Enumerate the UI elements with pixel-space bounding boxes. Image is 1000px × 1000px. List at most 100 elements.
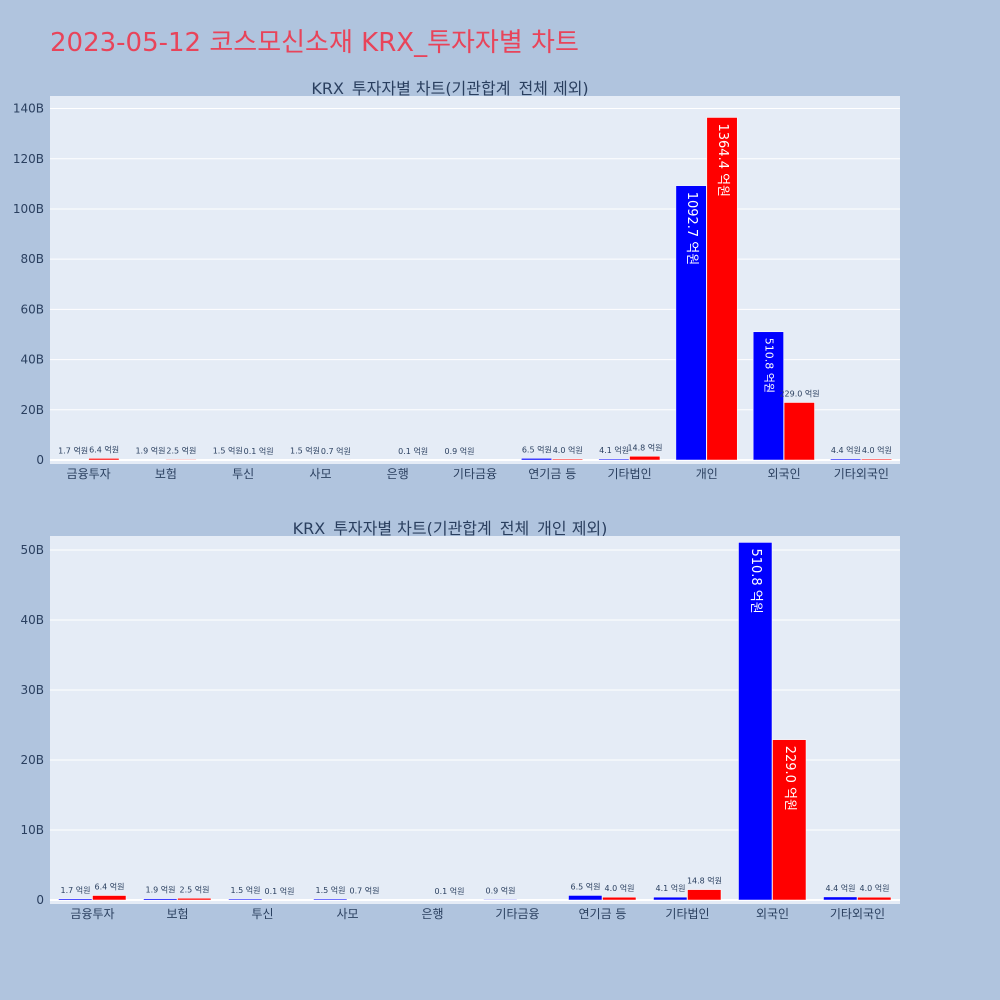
bar [675, 185, 707, 461]
bar [552, 458, 583, 461]
x-tick-label: 기타법인 [665, 907, 709, 921]
bar [738, 542, 773, 901]
bar [165, 459, 197, 461]
bar-data-label: 2.5 억원 [166, 445, 196, 455]
bar-data-label: 510.8 억원 [763, 338, 776, 393]
bar-data-label: 14.8 억원 [687, 876, 722, 886]
bar [752, 331, 784, 461]
bar [772, 739, 807, 901]
bar-data-label: 2.5 억원 [180, 884, 210, 894]
bar-data-label: 0.1 억원 [244, 446, 274, 456]
chart-title: KRX_투자자별 차트(기관합계_전체 제외) [311, 79, 588, 99]
x-tick-label: 사모 [309, 467, 331, 481]
bar [521, 458, 553, 461]
y-tick-label: 20B [20, 403, 44, 417]
bar-data-label: 0.7 억원 [350, 886, 380, 896]
bar-data-label: 0.9 억원 [445, 446, 475, 456]
bar-data-label: 1364.4 억원 [715, 123, 730, 197]
x-tick-label: 기타외국인 [834, 467, 889, 481]
x-tick-label: 연기금 등 [528, 467, 576, 481]
bar-data-label: 510.8 억원 [748, 548, 763, 613]
x-tick-label: 개인 [696, 467, 718, 481]
bar-data-label: 1092.7 억원 [684, 192, 699, 266]
bar [861, 458, 893, 461]
y-tick-label: 40B [20, 353, 44, 367]
bar [602, 896, 637, 901]
bar [228, 898, 263, 901]
top-bar-chart: KRX_투자자별 차트(기관합계_전체 제외) 0 20B 40B 60B 80B 100B… [13, 79, 900, 481]
x-tick-label: 외국인 [756, 907, 789, 921]
x-tick-label: 보험 [166, 907, 188, 921]
bar [92, 895, 127, 901]
y-tick-label: 10B [20, 823, 44, 837]
y-tick-label: 100B [13, 202, 44, 216]
bar-data-label: 1.9 억원 [146, 885, 176, 895]
bar-data-label: 229.0 억원 [782, 746, 797, 811]
x-tick-label: 기타외국인 [830, 907, 885, 921]
bar-data-label: 0.1 억원 [265, 886, 295, 896]
bar [598, 458, 630, 461]
bar-data-label: 1.5 억원 [213, 446, 243, 456]
bar-data-label: 6.4 억원 [89, 444, 119, 454]
bar [830, 458, 862, 461]
bar-data-label: 6.5 억원 [571, 881, 601, 891]
x-tick-label: 금융투자 [67, 467, 111, 481]
bar-data-label: 0.9 억원 [486, 885, 516, 895]
bar-data-label: 4.0 억원 [605, 883, 635, 893]
bar-data-label: 1.7 억원 [58, 446, 88, 456]
x-tick-label: 연기금 등 [579, 907, 627, 921]
x-tick-label: 은행 [387, 466, 409, 481]
bar-data-label: 1.5 억원 [290, 446, 320, 456]
bar-data-label: 4.0 억원 [862, 445, 892, 455]
bar-data-label: 6.4 억원 [95, 882, 125, 892]
bar [568, 895, 603, 901]
bar-data-label: 1.5 억원 [231, 885, 261, 895]
y-tick-label: 0 [36, 893, 44, 907]
y-tick-label: 20B [20, 753, 44, 767]
bar [177, 898, 212, 901]
bar [823, 896, 858, 901]
bar [58, 898, 93, 901]
bar-data-label: 6.5 억원 [522, 444, 552, 454]
bar [653, 896, 688, 901]
bar-data-label: 1.7 억원 [61, 885, 91, 895]
page-title: 2023-05-12 코스모신소재 KRX_투자자별 차트 [50, 28, 579, 58]
x-tick-label: 금융투자 [70, 907, 114, 921]
bar-data-label: 4.4 억원 [831, 445, 861, 455]
bar-data-label: 14.8 억원 [627, 442, 662, 452]
bar-data-label: 4.1 억원 [599, 445, 629, 455]
bar [143, 898, 178, 901]
y-tick-label: 0 [36, 453, 44, 467]
x-tick-label: 사모 [336, 907, 358, 921]
bar [783, 402, 815, 461]
bar [857, 896, 892, 901]
bar [483, 899, 518, 901]
bar-data-label: 0.1 억원 [398, 446, 428, 456]
x-tick-label: 기타법인 [607, 467, 651, 481]
x-tick-label: 투신 [251, 907, 273, 921]
bar-data-label: 4.0 억원 [860, 883, 890, 893]
chart-title: KRX_투자자별 차트(기관합계_전체_개인 제외) [293, 519, 608, 539]
y-tick-label: 60B [20, 302, 44, 316]
bar [687, 889, 722, 901]
x-tick-label: 투신 [232, 467, 254, 481]
bar-data-label: 229.0 억원 [779, 389, 819, 399]
x-tick-label: 외국인 [768, 467, 801, 481]
y-tick-label: 30B [20, 683, 44, 697]
bar-data-label: 4.1 억원 [656, 883, 686, 893]
y-tick-label: 40B [20, 613, 44, 627]
bar [88, 458, 120, 461]
bar-data-label: 4.4 억원 [826, 883, 856, 893]
x-tick-label: 은행 [421, 906, 443, 921]
y-tick-label: 120B [13, 152, 44, 166]
bar-data-label: 4.0 억원 [553, 445, 583, 455]
bar-data-label: 1.9 억원 [135, 446, 165, 456]
bar-data-label: 1.5 억원 [316, 885, 346, 895]
x-tick-label: 기타금융 [495, 907, 539, 921]
y-tick-label: 140B [13, 102, 44, 116]
bar-data-label: 0.1 억원 [435, 886, 465, 896]
y-tick-label: 50B [20, 543, 44, 557]
bottom-bar-chart: KRX_투자자별 차트(기관합계_전체_개인 제외) 0 10B 20B 30B 40B 5… [20, 519, 900, 921]
bar [706, 117, 738, 461]
y-tick-label: 80B [20, 252, 44, 266]
